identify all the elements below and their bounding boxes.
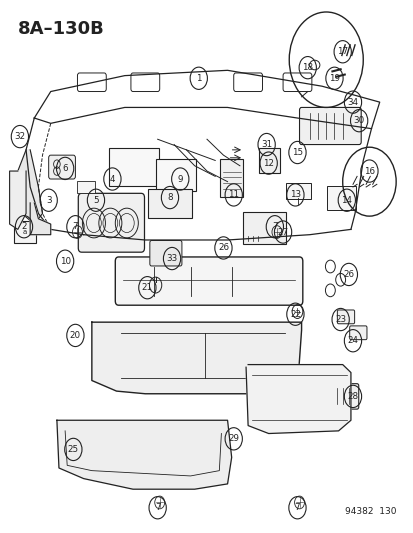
Text: 7: 7	[154, 503, 160, 512]
Text: 17: 17	[336, 47, 347, 56]
Text: 9: 9	[177, 174, 183, 183]
FancyBboxPatch shape	[328, 384, 358, 409]
FancyBboxPatch shape	[156, 159, 195, 191]
Text: 94382  130: 94382 130	[344, 507, 395, 516]
Polygon shape	[57, 420, 231, 489]
FancyBboxPatch shape	[76, 181, 95, 193]
FancyBboxPatch shape	[337, 310, 354, 324]
FancyBboxPatch shape	[115, 257, 302, 305]
FancyBboxPatch shape	[49, 155, 75, 179]
FancyBboxPatch shape	[150, 240, 181, 266]
Text: 20: 20	[70, 331, 81, 340]
Polygon shape	[18, 150, 43, 224]
Text: 13: 13	[289, 190, 300, 199]
Text: 7: 7	[294, 503, 299, 512]
Text: 12: 12	[263, 159, 273, 167]
Text: 19: 19	[328, 74, 339, 83]
Text: 5: 5	[93, 196, 99, 205]
Text: 23: 23	[334, 315, 345, 324]
Text: 24: 24	[347, 336, 358, 345]
FancyBboxPatch shape	[109, 148, 159, 186]
Text: 4: 4	[109, 174, 115, 183]
Polygon shape	[9, 171, 26, 229]
FancyBboxPatch shape	[94, 333, 149, 377]
FancyBboxPatch shape	[349, 326, 366, 340]
Text: 1: 1	[195, 74, 201, 83]
FancyBboxPatch shape	[326, 187, 356, 210]
FancyBboxPatch shape	[209, 333, 284, 377]
Text: 16: 16	[363, 166, 374, 175]
Text: 2: 2	[21, 222, 27, 231]
Text: 8A–130B: 8A–130B	[18, 20, 104, 38]
Text: 18: 18	[301, 63, 313, 72]
Text: 6: 6	[62, 164, 68, 173]
Text: 26: 26	[342, 270, 354, 279]
FancyBboxPatch shape	[299, 108, 360, 144]
Text: 30: 30	[353, 116, 364, 125]
Polygon shape	[30, 203, 51, 235]
Text: 27: 27	[277, 228, 288, 237]
Text: 21: 21	[142, 283, 152, 292]
Text: 3: 3	[46, 196, 51, 205]
FancyBboxPatch shape	[242, 212, 286, 244]
Text: 8: 8	[167, 193, 172, 202]
FancyBboxPatch shape	[148, 189, 191, 217]
Text: 32: 32	[14, 132, 25, 141]
Text: 34: 34	[347, 98, 358, 107]
Text: 33: 33	[166, 254, 177, 263]
Text: 14: 14	[340, 196, 351, 205]
FancyBboxPatch shape	[220, 159, 242, 197]
Text: 31: 31	[261, 140, 271, 149]
FancyBboxPatch shape	[259, 148, 280, 173]
Text: 22: 22	[289, 310, 300, 319]
Polygon shape	[92, 322, 301, 394]
Text: 29: 29	[228, 434, 239, 443]
FancyBboxPatch shape	[78, 193, 144, 252]
Text: 7: 7	[72, 222, 78, 231]
FancyBboxPatch shape	[285, 183, 310, 199]
Text: 11: 11	[228, 190, 239, 199]
Text: 15: 15	[291, 148, 302, 157]
Polygon shape	[245, 365, 350, 433]
Text: 7: 7	[271, 222, 277, 231]
FancyBboxPatch shape	[14, 221, 36, 243]
Text: 10: 10	[59, 257, 71, 265]
Text: a: a	[23, 229, 27, 235]
Text: 28: 28	[347, 392, 358, 401]
Text: 26: 26	[217, 244, 228, 253]
Text: 25: 25	[68, 445, 79, 454]
